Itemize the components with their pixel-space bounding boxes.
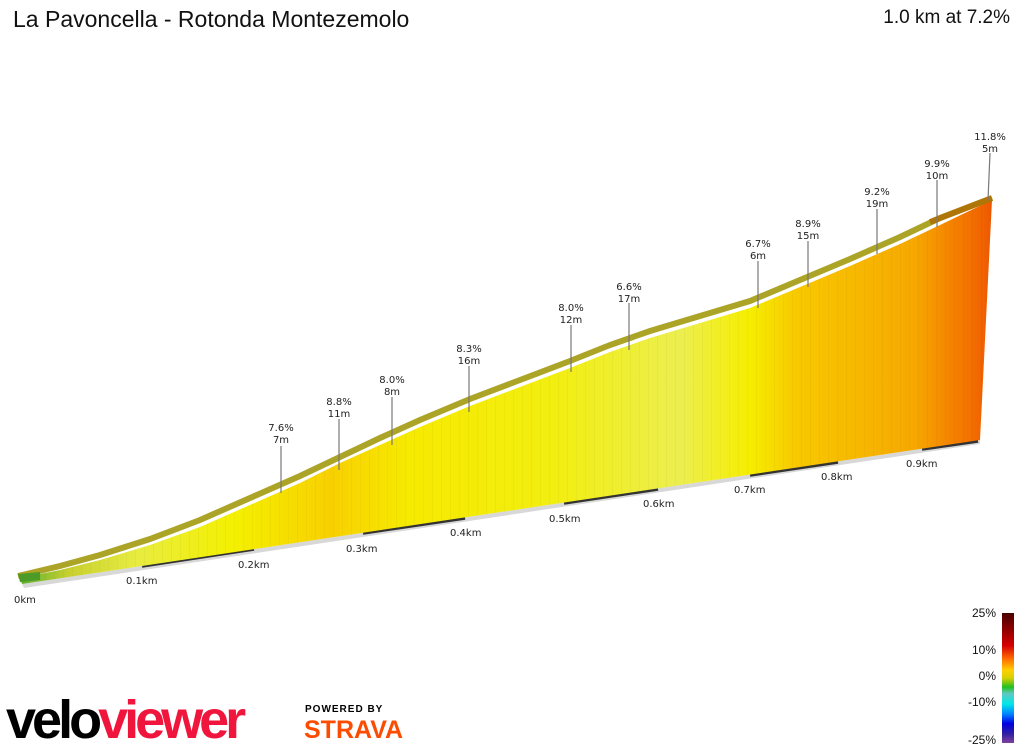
annotation-length: 15m <box>797 231 819 242</box>
legend-tick: 25% <box>971 606 996 620</box>
logo-viewer: viewer <box>98 690 246 750</box>
logo-velo: velo <box>6 690 102 750</box>
x-tick-label: 0.5km <box>549 514 580 525</box>
powered-by-label: POWERED BY <box>305 704 384 715</box>
x-tick-label: 0.2km <box>238 560 269 571</box>
segment-title: La Pavoncella - Rotonda Montezemolo <box>13 6 410 32</box>
annotation-length: 19m <box>866 199 888 210</box>
annotation-gradient: 6.7% <box>745 239 770 250</box>
annotation-gradient: 7.6% <box>268 423 293 434</box>
annotation-gradient: 8.8% <box>326 397 351 408</box>
profile-top-edge <box>17 195 994 579</box>
x-tick-label: 0.6km <box>643 499 674 510</box>
annotation-length: 5m <box>982 144 998 155</box>
legend-tick: -10% <box>967 695 996 709</box>
annotation-length: 10m <box>926 171 948 182</box>
x-tick-label: 0.3km <box>346 544 377 555</box>
annotation-length: 8m <box>384 387 400 398</box>
annotation-gradient: 9.2% <box>864 187 889 198</box>
legend-tick: 10% <box>971 643 996 657</box>
annotation-leaders <box>280 152 991 493</box>
annotation-length: 12m <box>560 315 582 326</box>
annotation-length: 17m <box>618 294 640 305</box>
annotation-length: 6m <box>750 251 766 262</box>
segment-annotations: 7.6% 7m 8.8% 11m 8.0% 8m 8.3% 16m 8.0% 1… <box>268 132 1006 446</box>
annotation-length: 11m <box>328 409 350 420</box>
x-tick-label: 0.7km <box>734 485 765 496</box>
gradient-color-legend: 25% 10% 0% -10% -25% <box>940 605 1024 750</box>
x-tick-label: 0.1km <box>126 576 157 587</box>
annotation-gradient: 9.9% <box>924 159 949 170</box>
x-axis-ticks: 0km 0.1km 0.2km 0.3km 0.4km 0.5km 0.6km … <box>14 459 937 606</box>
x-tick-label: 0.4km <box>450 528 481 539</box>
x-tick-label: 0.8km <box>821 472 852 483</box>
legend-tick: -25% <box>967 733 996 747</box>
gradient-color-scale <box>1002 613 1014 743</box>
annotation-length: 16m <box>458 356 480 367</box>
x-tick-label: 0.9km <box>906 459 937 470</box>
annotation-gradient: 8.0% <box>379 375 404 386</box>
veloviewer-logo: veloviewer <box>6 690 246 750</box>
annotation-length: 7m <box>273 435 289 446</box>
baseline-ribbon <box>22 440 980 588</box>
x-tick-label: 0km <box>14 595 36 606</box>
annotation-gradient: 6.6% <box>616 282 641 293</box>
annotation-gradient: 8.0% <box>558 303 583 314</box>
strava-logo: STRAVA <box>304 716 404 744</box>
annotation-gradient: 11.8% <box>974 132 1006 143</box>
segment-summary: 1.0 km at 7.2% <box>883 7 1010 28</box>
annotation-gradient: 8.3% <box>456 344 481 355</box>
legend-tick: 0% <box>978 669 996 683</box>
annotation-gradient: 8.9% <box>795 219 820 230</box>
elevation-profile-chart: 7.6% 7m 8.8% 11m 8.0% 8m 8.3% 16m 8.0% 1… <box>14 132 1006 606</box>
